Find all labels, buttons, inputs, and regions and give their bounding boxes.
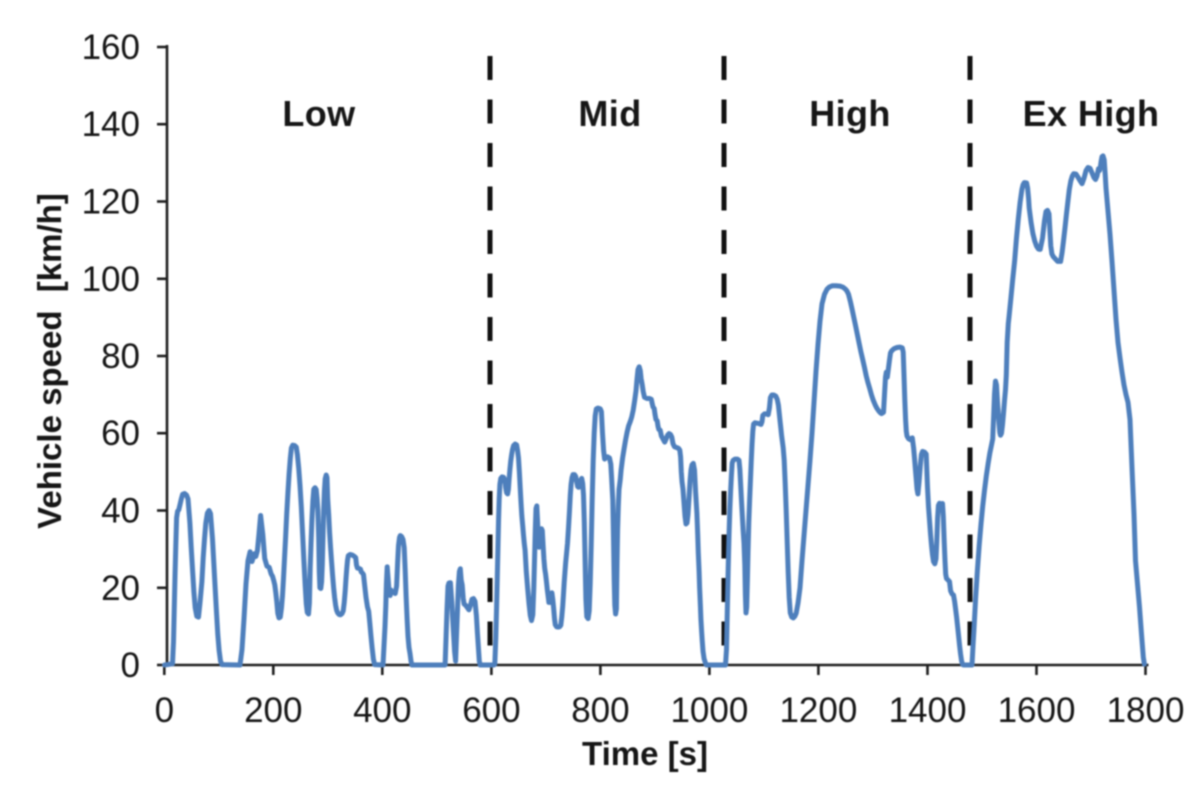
- svg-text:0: 0: [121, 646, 140, 685]
- svg-text:1200: 1200: [779, 691, 857, 730]
- svg-text:1000: 1000: [670, 691, 748, 730]
- svg-text:0: 0: [155, 691, 174, 730]
- svg-text:Ex High: Ex High: [1023, 93, 1160, 134]
- svg-text:Mid: Mid: [578, 93, 641, 134]
- svg-text:1800: 1800: [1107, 691, 1185, 730]
- svg-text:160: 160: [82, 28, 140, 67]
- svg-text:40: 40: [101, 492, 140, 531]
- svg-text:20: 20: [101, 569, 140, 608]
- svg-text:200: 200: [244, 691, 302, 730]
- svg-text:High: High: [809, 93, 891, 134]
- svg-text:800: 800: [571, 691, 629, 730]
- svg-text:60: 60: [101, 414, 140, 453]
- svg-text:100: 100: [82, 260, 140, 299]
- svg-text:600: 600: [462, 691, 520, 730]
- svg-text:Low: Low: [282, 93, 356, 134]
- svg-text:80: 80: [101, 337, 140, 376]
- svg-text:1600: 1600: [998, 691, 1076, 730]
- svg-text:400: 400: [353, 691, 411, 730]
- svg-text:Vehicle speed [km/h]: Vehicle speed [km/h]: [31, 193, 68, 529]
- svg-text:Time [s]: Time [s]: [582, 735, 708, 772]
- svg-text:1400: 1400: [889, 691, 967, 730]
- svg-text:140: 140: [82, 105, 140, 144]
- svg-text:120: 120: [82, 183, 140, 222]
